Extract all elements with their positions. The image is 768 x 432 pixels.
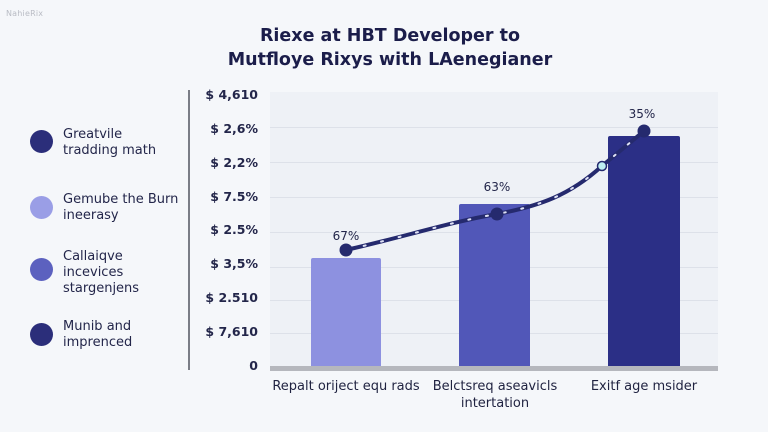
legend-item: Greatvile tradding math — [30, 127, 193, 159]
y-tick-label: $ 2,2% — [210, 155, 258, 170]
chart-title: Riexe at HBT Developer to Mutfloye Rixys… — [200, 24, 580, 72]
title-line-2: Mutfloye Rixys with LAenegianer — [227, 50, 553, 70]
legend-item: Callaiqve incevices stargenjens — [30, 249, 193, 297]
watermark: NahieRix — [6, 9, 44, 18]
legend-item: Munib and imprenced — [30, 319, 193, 351]
y-tick-label: $ 4,610 — [205, 87, 258, 102]
legend-dot-icon — [30, 258, 53, 281]
legend-label: Munib and imprenced — [63, 319, 133, 350]
legend-dot-icon — [30, 323, 53, 346]
x-axis-baseline — [270, 366, 718, 371]
legend-dot-icon — [30, 130, 53, 153]
legend-label: Greatvile tradding math — [63, 127, 157, 158]
x-tick-label: Exitf age msider — [590, 379, 698, 394]
y-tick-label: $ 2.5% — [210, 222, 258, 237]
bar-3 — [608, 136, 680, 368]
x-tick-label: Belctsreq aseavicls intertation — [432, 379, 558, 411]
data-label: 35% — [628, 107, 656, 121]
y-tick-label: $ 3,5% — [210, 256, 258, 271]
legend-label: Gemube the Burn ineerasy — [63, 192, 179, 223]
bar-2 — [459, 204, 530, 368]
y-tick-label: $ 2,6% — [210, 121, 258, 136]
y-tick-label: $ 7,610 — [205, 324, 258, 339]
data-label: 67% — [332, 229, 360, 243]
bar-1 — [311, 258, 381, 368]
legend-dot-icon — [30, 196, 53, 219]
y-tick-label: $ 2.510 — [205, 290, 258, 305]
legend-label: Callaiqve incevices stargenjens — [63, 249, 140, 296]
gridline — [270, 127, 718, 128]
y-tick-label: 0 — [249, 358, 258, 373]
title-line-1: Riexe at HBT Developer to — [259, 26, 521, 46]
x-tick-label: Repalt oriject equ rads — [272, 379, 420, 394]
legend-item: Gemube the Burn ineerasy — [30, 192, 193, 224]
y-tick-label: $ 7.5% — [210, 189, 258, 204]
data-label: 63% — [483, 180, 511, 194]
legend-divider — [188, 90, 190, 370]
